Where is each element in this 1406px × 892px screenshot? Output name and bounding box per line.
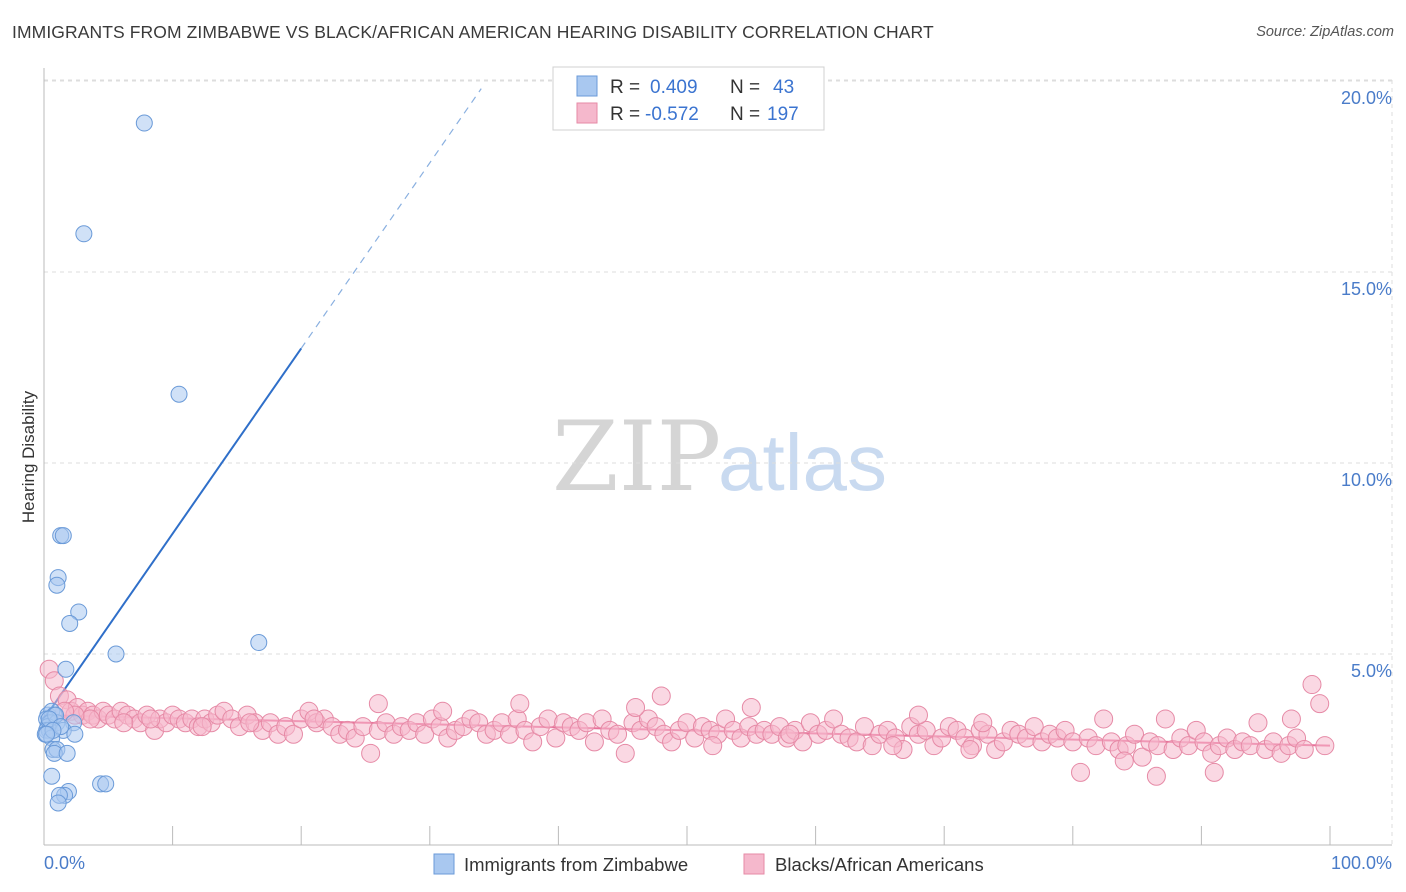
data-point-black-african-american <box>651 686 671 706</box>
data-point-zimbabwe <box>48 576 66 594</box>
data-point-zimbabwe <box>49 794 67 812</box>
legend-n-label-blue: N = <box>730 77 760 98</box>
data-point-black-african-american <box>1310 694 1330 714</box>
data-point-black-african-american <box>854 717 874 737</box>
data-point-black-african-american <box>584 732 604 752</box>
x-tick-label: 100.0% <box>1331 853 1392 873</box>
bottom-legend-label-blue: Immigrants from Zimbabwe <box>464 854 688 875</box>
legend-n-value-blue: 43 <box>773 77 794 98</box>
legend-swatch-pink <box>576 102 598 124</box>
bottom-legend-swatch-pink <box>743 853 765 875</box>
data-point-black-african-american <box>1248 713 1268 733</box>
y-tick-label: 5.0% <box>1351 661 1392 681</box>
trend-line-zimbabwe <box>43 347 303 720</box>
legend-n-label-pink: N = <box>730 104 760 125</box>
data-point-black-african-american <box>1302 675 1322 695</box>
data-point-black-african-american <box>626 697 646 717</box>
data-point-zimbabwe <box>170 385 188 403</box>
data-point-black-african-american <box>304 709 324 729</box>
data-point-black-african-american <box>916 720 936 740</box>
watermark-zip: ZIP <box>552 401 721 513</box>
data-point-black-african-american <box>883 736 903 756</box>
data-point-black-african-american <box>1094 709 1114 729</box>
data-point-black-african-american <box>1281 709 1301 729</box>
watermark-atlas: atlas <box>718 418 887 507</box>
axes: 5.0% 10.0% 15.0% 20.0% 0.0% 100.0% <box>43 68 1392 873</box>
data-point-black-african-american <box>546 728 566 748</box>
data-point-black-african-american <box>741 697 761 717</box>
data-point-black-african-american <box>523 732 543 752</box>
data-point-black-african-american <box>433 701 453 721</box>
data-point-zimbabwe <box>43 767 61 785</box>
y-tick-label: 20.0% <box>1341 88 1392 108</box>
y-tick-label: 10.0% <box>1341 470 1392 490</box>
data-point-black-african-american <box>973 713 993 733</box>
data-point-black-african-american <box>1132 747 1152 767</box>
data-point-black-african-american <box>1071 762 1091 782</box>
data-point-black-african-american <box>908 705 928 725</box>
data-point-black-african-american <box>1204 762 1224 782</box>
data-point-zimbabwe <box>135 114 153 132</box>
legend-r-value-pink: -0.572 <box>645 104 699 125</box>
data-point-black-african-american <box>608 724 628 744</box>
y-tick-label: 15.0% <box>1341 279 1392 299</box>
data-point-zimbabwe <box>58 744 76 762</box>
data-point-black-african-american <box>780 724 800 744</box>
data-point-zimbabwe <box>97 775 115 793</box>
data-point-black-african-american <box>361 743 381 763</box>
data-point-black-african-american <box>415 724 435 744</box>
data-point-black-african-american <box>114 713 134 733</box>
data-point-zimbabwe <box>38 725 56 743</box>
correlation-legend: R = 0.409 N = 43 R = -0.572 N = 197 <box>552 66 825 131</box>
legend-n-value-pink: 197 <box>767 104 799 125</box>
data-point-zimbabwe <box>75 225 93 243</box>
trend-line-zimbabwe-extension <box>300 88 482 349</box>
bottom-legend-swatch-blue <box>433 853 455 875</box>
data-point-zimbabwe <box>66 725 84 743</box>
y-axis-title: Hearing Disability <box>19 390 38 523</box>
data-point-black-african-american <box>141 709 161 729</box>
data-point-black-african-american <box>615 743 635 763</box>
data-point-black-african-american <box>703 736 723 756</box>
legend-r-label-blue: R = <box>610 77 640 98</box>
data-point-black-african-american <box>192 717 212 737</box>
data-point-black-african-american <box>1114 751 1134 771</box>
data-point-black-african-american <box>240 713 260 733</box>
data-point-black-african-american <box>1294 740 1314 759</box>
data-point-black-african-american <box>510 694 530 714</box>
chart-title: IMMIGRANTS FROM ZIMBABWE VS BLACK/AFRICA… <box>12 22 934 42</box>
x-tick-label: 0.0% <box>44 853 85 873</box>
data-point-black-african-american <box>283 724 303 744</box>
data-point-zimbabwe <box>107 645 125 663</box>
bottom-legend-label-pink: Blacks/African Americans <box>775 854 984 875</box>
data-point-black-african-american <box>1024 717 1044 737</box>
data-point-zimbabwe <box>61 614 79 632</box>
data-point-zimbabwe <box>54 527 72 545</box>
data-points <box>36 114 1335 812</box>
data-point-zimbabwe <box>250 634 268 652</box>
data-point-black-african-american <box>1146 766 1166 786</box>
data-point-black-african-american <box>1125 724 1145 744</box>
legend-r-label-pink: R = <box>610 104 640 125</box>
data-point-black-african-american <box>824 709 844 729</box>
data-point-black-african-american <box>960 740 980 759</box>
legend-swatch-blue <box>576 75 598 97</box>
legend-r-value-blue: 0.409 <box>650 77 698 98</box>
data-point-zimbabwe <box>70 603 88 621</box>
data-point-black-african-american <box>368 694 388 714</box>
chart-source: Source: ZipAtlas.com <box>1256 24 1394 40</box>
data-point-black-african-american <box>1155 709 1175 729</box>
series-legend: Immigrants from Zimbabwe Blacks/African … <box>433 853 984 875</box>
data-point-zimbabwe <box>57 660 75 678</box>
data-point-black-african-american <box>1315 736 1335 756</box>
